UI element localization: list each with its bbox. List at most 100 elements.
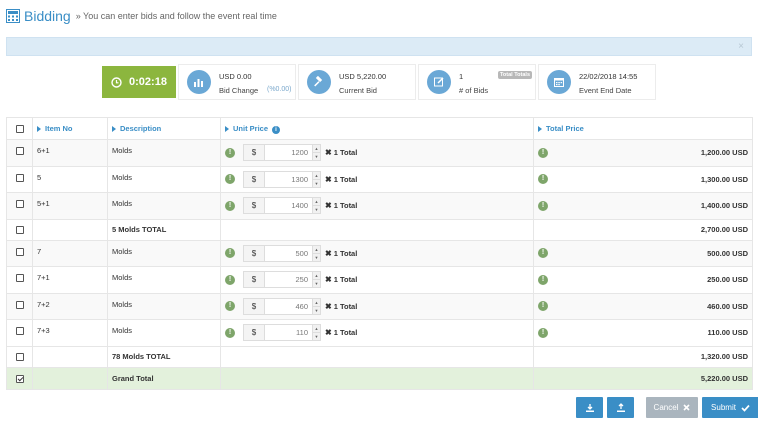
row-checkbox[interactable] xyxy=(15,147,24,156)
stepper-up-icon[interactable]: ▲ xyxy=(313,325,320,333)
grand-total-row: Grand Total 5,220.00 USD xyxy=(6,366,753,390)
col-total-price[interactable]: Total Price xyxy=(533,117,753,140)
price-stepper[interactable]: ▲ ▼ xyxy=(313,144,321,162)
download-button[interactable] xyxy=(576,397,603,418)
times-icon: ✖ xyxy=(325,201,332,211)
row-checkbox[interactable] xyxy=(15,327,24,336)
select-all-checkbox[interactable] xyxy=(15,125,24,133)
row-checkbox-cell[interactable] xyxy=(6,165,33,193)
row-checkbox[interactable] xyxy=(15,247,24,256)
status-info-icon[interactable]: ! xyxy=(225,274,235,285)
price-stepper[interactable]: ▲ ▼ xyxy=(313,244,321,262)
submit-button[interactable]: Submit xyxy=(702,397,758,418)
row-checkbox[interactable] xyxy=(15,274,24,283)
chart-icon xyxy=(187,70,211,94)
stepper-down-icon[interactable]: ▼ xyxy=(313,252,320,261)
row-checkbox-cell[interactable] xyxy=(6,366,33,390)
bid-change-percent: (%0.00) xyxy=(267,86,292,93)
currency-addon: $ xyxy=(243,297,265,315)
status-info-icon[interactable]: ! xyxy=(538,301,548,312)
sort-caret-icon xyxy=(225,125,229,132)
stepper-down-icon[interactable]: ▼ xyxy=(313,205,320,214)
price-stepper[interactable]: ▲ ▼ xyxy=(313,324,321,342)
unit-price-input[interactable]: 460 xyxy=(265,297,313,315)
table-row: 7+2 Molds! $460 ▲ ▼ ✖ 1 Total! 460.00 USD xyxy=(6,292,753,320)
status-info-icon[interactable]: ! xyxy=(225,248,235,259)
col-description[interactable]: Description xyxy=(107,117,221,140)
stepper-up-icon[interactable]: ▲ xyxy=(313,272,320,280)
status-info-icon[interactable]: ! xyxy=(538,174,548,185)
timer-value: 0:02:18 xyxy=(129,76,167,88)
stepper-down-icon[interactable]: ▼ xyxy=(313,178,320,187)
price-stepper[interactable]: ▲ ▼ xyxy=(313,271,321,289)
stepper-up-icon[interactable]: ▲ xyxy=(313,145,320,153)
stepper-down-icon[interactable]: ▼ xyxy=(313,305,320,314)
unit-price-input[interactable]: 250 xyxy=(265,271,313,289)
status-info-icon[interactable]: ! xyxy=(225,200,235,211)
select-all-checkbox-cell[interactable] xyxy=(6,117,33,140)
currency-addon: $ xyxy=(243,170,265,188)
bid-table: Item No Description Unit Price i Total Pr… xyxy=(6,117,753,390)
col-item-no[interactable]: Item No xyxy=(32,117,108,140)
stepper-down-icon[interactable]: ▼ xyxy=(313,279,320,288)
stepper-up-icon[interactable]: ▲ xyxy=(313,245,320,253)
unit-price-input[interactable]: 1300 xyxy=(265,170,313,188)
info-icon[interactable]: i xyxy=(272,125,281,134)
col-unit-price-label: Unit Price xyxy=(233,123,269,133)
unit-price-input[interactable]: 110 xyxy=(265,324,313,342)
status-info-icon[interactable]: ! xyxy=(225,147,235,158)
row-total: 1,200.00 USD xyxy=(700,148,748,158)
unit-price-input[interactable]: 1200 xyxy=(265,144,313,162)
bid-change-stat: USD 0.00 Bid Change (%0.00) xyxy=(178,64,296,100)
row-checkbox-cell[interactable] xyxy=(6,292,33,320)
col-unit-price[interactable]: Unit Price i xyxy=(220,117,534,140)
status-info-icon[interactable]: ! xyxy=(225,327,235,338)
description-cell: Molds xyxy=(107,239,221,267)
price-stepper[interactable]: ▲ ▼ xyxy=(313,170,321,188)
countdown-timer: 0:02:18 xyxy=(102,66,176,98)
cancel-button[interactable]: Cancel xyxy=(646,397,698,418)
status-info-icon[interactable]: ! xyxy=(538,327,548,338)
row-checkbox[interactable] xyxy=(15,173,24,182)
currency-addon: $ xyxy=(243,244,265,262)
stepper-up-icon[interactable]: ▲ xyxy=(313,298,320,306)
row-checkbox-cell[interactable] xyxy=(6,266,33,294)
row-total: 460.00 USD xyxy=(707,301,748,311)
row-checkbox-cell[interactable] xyxy=(6,319,33,347)
empty-cell xyxy=(32,218,108,241)
row-checkbox-cell[interactable] xyxy=(6,218,33,241)
status-info-icon[interactable]: ! xyxy=(538,274,548,285)
price-stepper[interactable]: ▲ ▼ xyxy=(313,197,321,215)
status-info-icon[interactable]: ! xyxy=(538,200,548,211)
status-info-icon[interactable]: ! xyxy=(225,174,235,185)
row-checkbox-cell[interactable] xyxy=(6,345,33,368)
description-cell: Molds xyxy=(107,139,221,167)
row-checkbox-cell[interactable] xyxy=(6,239,33,267)
download-icon xyxy=(585,403,594,412)
close-icon[interactable]: × xyxy=(738,41,744,52)
status-info-icon[interactable]: ! xyxy=(538,248,548,259)
row-checkbox-cell[interactable] xyxy=(6,139,33,167)
row-checkbox[interactable] xyxy=(15,300,24,309)
stepper-down-icon[interactable]: ▼ xyxy=(313,152,320,161)
price-stepper[interactable]: ▲ ▼ xyxy=(313,297,321,315)
empty-cell xyxy=(32,366,108,390)
row-checkbox[interactable] xyxy=(15,353,24,361)
stepper-down-icon[interactable]: ▼ xyxy=(313,332,320,341)
times-icon: ✖ xyxy=(325,275,332,285)
row-checkbox[interactable] xyxy=(15,374,24,383)
status-info-icon[interactable]: ! xyxy=(225,301,235,312)
currency-addon: $ xyxy=(243,197,265,215)
stepper-up-icon[interactable]: ▲ xyxy=(313,198,320,206)
row-checkbox-cell[interactable] xyxy=(6,192,33,220)
status-info-icon[interactable]: ! xyxy=(538,147,548,158)
stepper-up-icon[interactable]: ▲ xyxy=(313,171,320,179)
description-cell: Molds xyxy=(107,319,221,347)
upload-button[interactable] xyxy=(607,397,634,418)
unit-price-cell: ! $500 ▲ ▼ ✖ 1 Total xyxy=(220,239,534,267)
quantity-text: 1 Total xyxy=(333,328,358,338)
row-checkbox[interactable] xyxy=(15,200,24,209)
unit-price-input[interactable]: 1400 xyxy=(265,197,313,215)
row-checkbox[interactable] xyxy=(15,226,24,234)
unit-price-input[interactable]: 500 xyxy=(265,244,313,262)
